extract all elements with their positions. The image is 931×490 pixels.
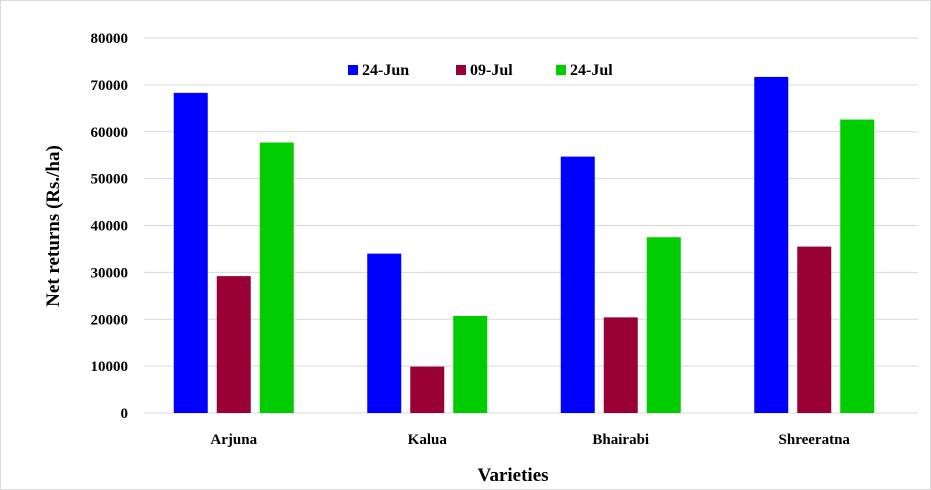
y-axis-title: Net returns (Rs./ha) — [43, 145, 64, 307]
legend-swatch-09-Jul — [456, 65, 466, 75]
y-tick-label: 0 — [121, 406, 129, 422]
bar-24-Jun-Kalua — [367, 253, 402, 413]
x-tick-label: Shreeratna — [779, 432, 851, 448]
y-tick-labels: 0 10000 20000 30000 40000 50000 60000 70000 8000… — [91, 31, 129, 422]
bar-24-Jul-Kalua — [453, 315, 488, 413]
x-axis-title: Varieties — [477, 465, 548, 486]
legend-swatch-24-Jul — [556, 65, 566, 75]
x-tick-label: Arjuna — [210, 432, 257, 448]
bars — [173, 76, 875, 413]
x-tick-labels: Arjuna Kalua Bhairabi Shreeratna — [210, 432, 850, 448]
legend-swatch-24-Jun — [348, 65, 358, 75]
bar-09-Jul-Kalua — [410, 366, 445, 413]
x-tick-label: Bhairabi — [592, 432, 649, 448]
legend: 24-Jun 09-Jul 24-Jul — [348, 62, 613, 79]
y-tick-label: 30000 — [91, 265, 129, 281]
y-tick-label: 70000 — [91, 78, 129, 94]
legend-label: 24-Jun — [362, 62, 409, 79]
bar-24-Jul-Shreeratna — [840, 119, 875, 413]
x-tick-label: Kalua — [408, 432, 448, 448]
legend-label: 24-Jul — [570, 62, 613, 79]
bar-24-Jun-Bhairabi — [560, 156, 595, 413]
y-tick-label: 20000 — [91, 312, 129, 328]
bar-24-Jul-Bhairabi — [646, 237, 681, 413]
bar-24-Jul-Arjuna — [259, 142, 294, 413]
y-tick-label: 80000 — [91, 31, 129, 47]
bar-09-Jul-Bhairabi — [603, 317, 638, 413]
y-tick-label: 10000 — [91, 359, 129, 375]
y-tick-label: 50000 — [91, 172, 129, 188]
legend-label: 09-Jul — [470, 62, 513, 79]
y-tick-label: 60000 — [91, 125, 129, 141]
y-tick-label: 40000 — [91, 219, 129, 235]
bar-24-Jun-Shreeratna — [754, 76, 789, 413]
bar-09-Jul-Shreeratna — [797, 246, 832, 413]
bar-24-Jun-Arjuna — [173, 92, 208, 413]
bar-09-Jul-Arjuna — [216, 276, 251, 413]
